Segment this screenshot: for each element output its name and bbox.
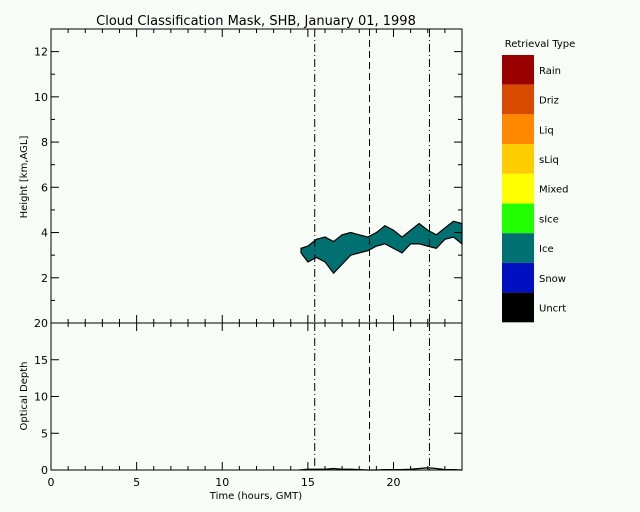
y-tick-label: 10 (34, 91, 48, 104)
legend-swatch (502, 233, 534, 263)
legend-swatch (502, 84, 534, 115)
bottom-panel: 0 5 10 15 20 0 5 10 15 20 (34, 317, 463, 489)
legend-swatch (502, 173, 534, 204)
legend-swatch (502, 262, 534, 293)
top-panel-y-label: Height [km,AGL] (19, 136, 30, 219)
y-tick-label: 0 (41, 464, 48, 477)
bottom-panel-y-label: Optical Depth (19, 362, 30, 431)
legend-swatch (502, 55, 534, 85)
top-panel: 2 4 6 8 10 12 (34, 28, 463, 470)
x-tick-label: 0 (48, 476, 55, 489)
y-tick-label: 15 (34, 354, 48, 367)
x-tick-label: 5 (133, 476, 140, 489)
chart-title: Cloud Classification Mask, SHB, January … (96, 14, 416, 29)
legend-label: sLiq (539, 155, 559, 166)
legend-label: Liq (539, 125, 554, 136)
x-tick-label: 20 (387, 476, 401, 489)
legend-label: Driz (539, 96, 559, 107)
y-tick-label: 20 (34, 317, 48, 330)
top-panel-frame (50, 28, 463, 324)
legend-label: sIce (539, 214, 559, 225)
legend-swatch (502, 114, 534, 145)
legend: Rain Driz Liq sLiq Mixed sIce Ice Snow Uncrt (502, 55, 569, 323)
x-axis-label: Time (hours, GMT) (209, 491, 303, 502)
legend-label: Snow (539, 274, 566, 285)
cloud-mask-region (300, 220, 463, 275)
y-tick-label: 10 (34, 391, 48, 404)
legend-title: Retrieval Type (505, 39, 576, 50)
y-tick-label: 4 (41, 227, 48, 240)
legend-swatch (502, 292, 534, 323)
legend-swatch (502, 203, 534, 234)
legend-label: Rain (539, 66, 561, 77)
legend-label: Ice (539, 244, 554, 255)
legend-swatch (502, 144, 534, 174)
y-tick-label: 6 (41, 181, 48, 194)
y-tick-label: 5 (41, 427, 48, 440)
legend-label: Mixed (539, 185, 569, 196)
y-tick-label: 12 (34, 46, 48, 59)
y-tick-label: 8 (41, 136, 48, 149)
y-tick-label: 2 (41, 272, 48, 285)
legend-label: Uncrt (539, 303, 566, 314)
bottom-panel-frame (50, 322, 463, 471)
x-tick-label: 10 (215, 476, 229, 489)
x-tick-label: 15 (301, 476, 315, 489)
